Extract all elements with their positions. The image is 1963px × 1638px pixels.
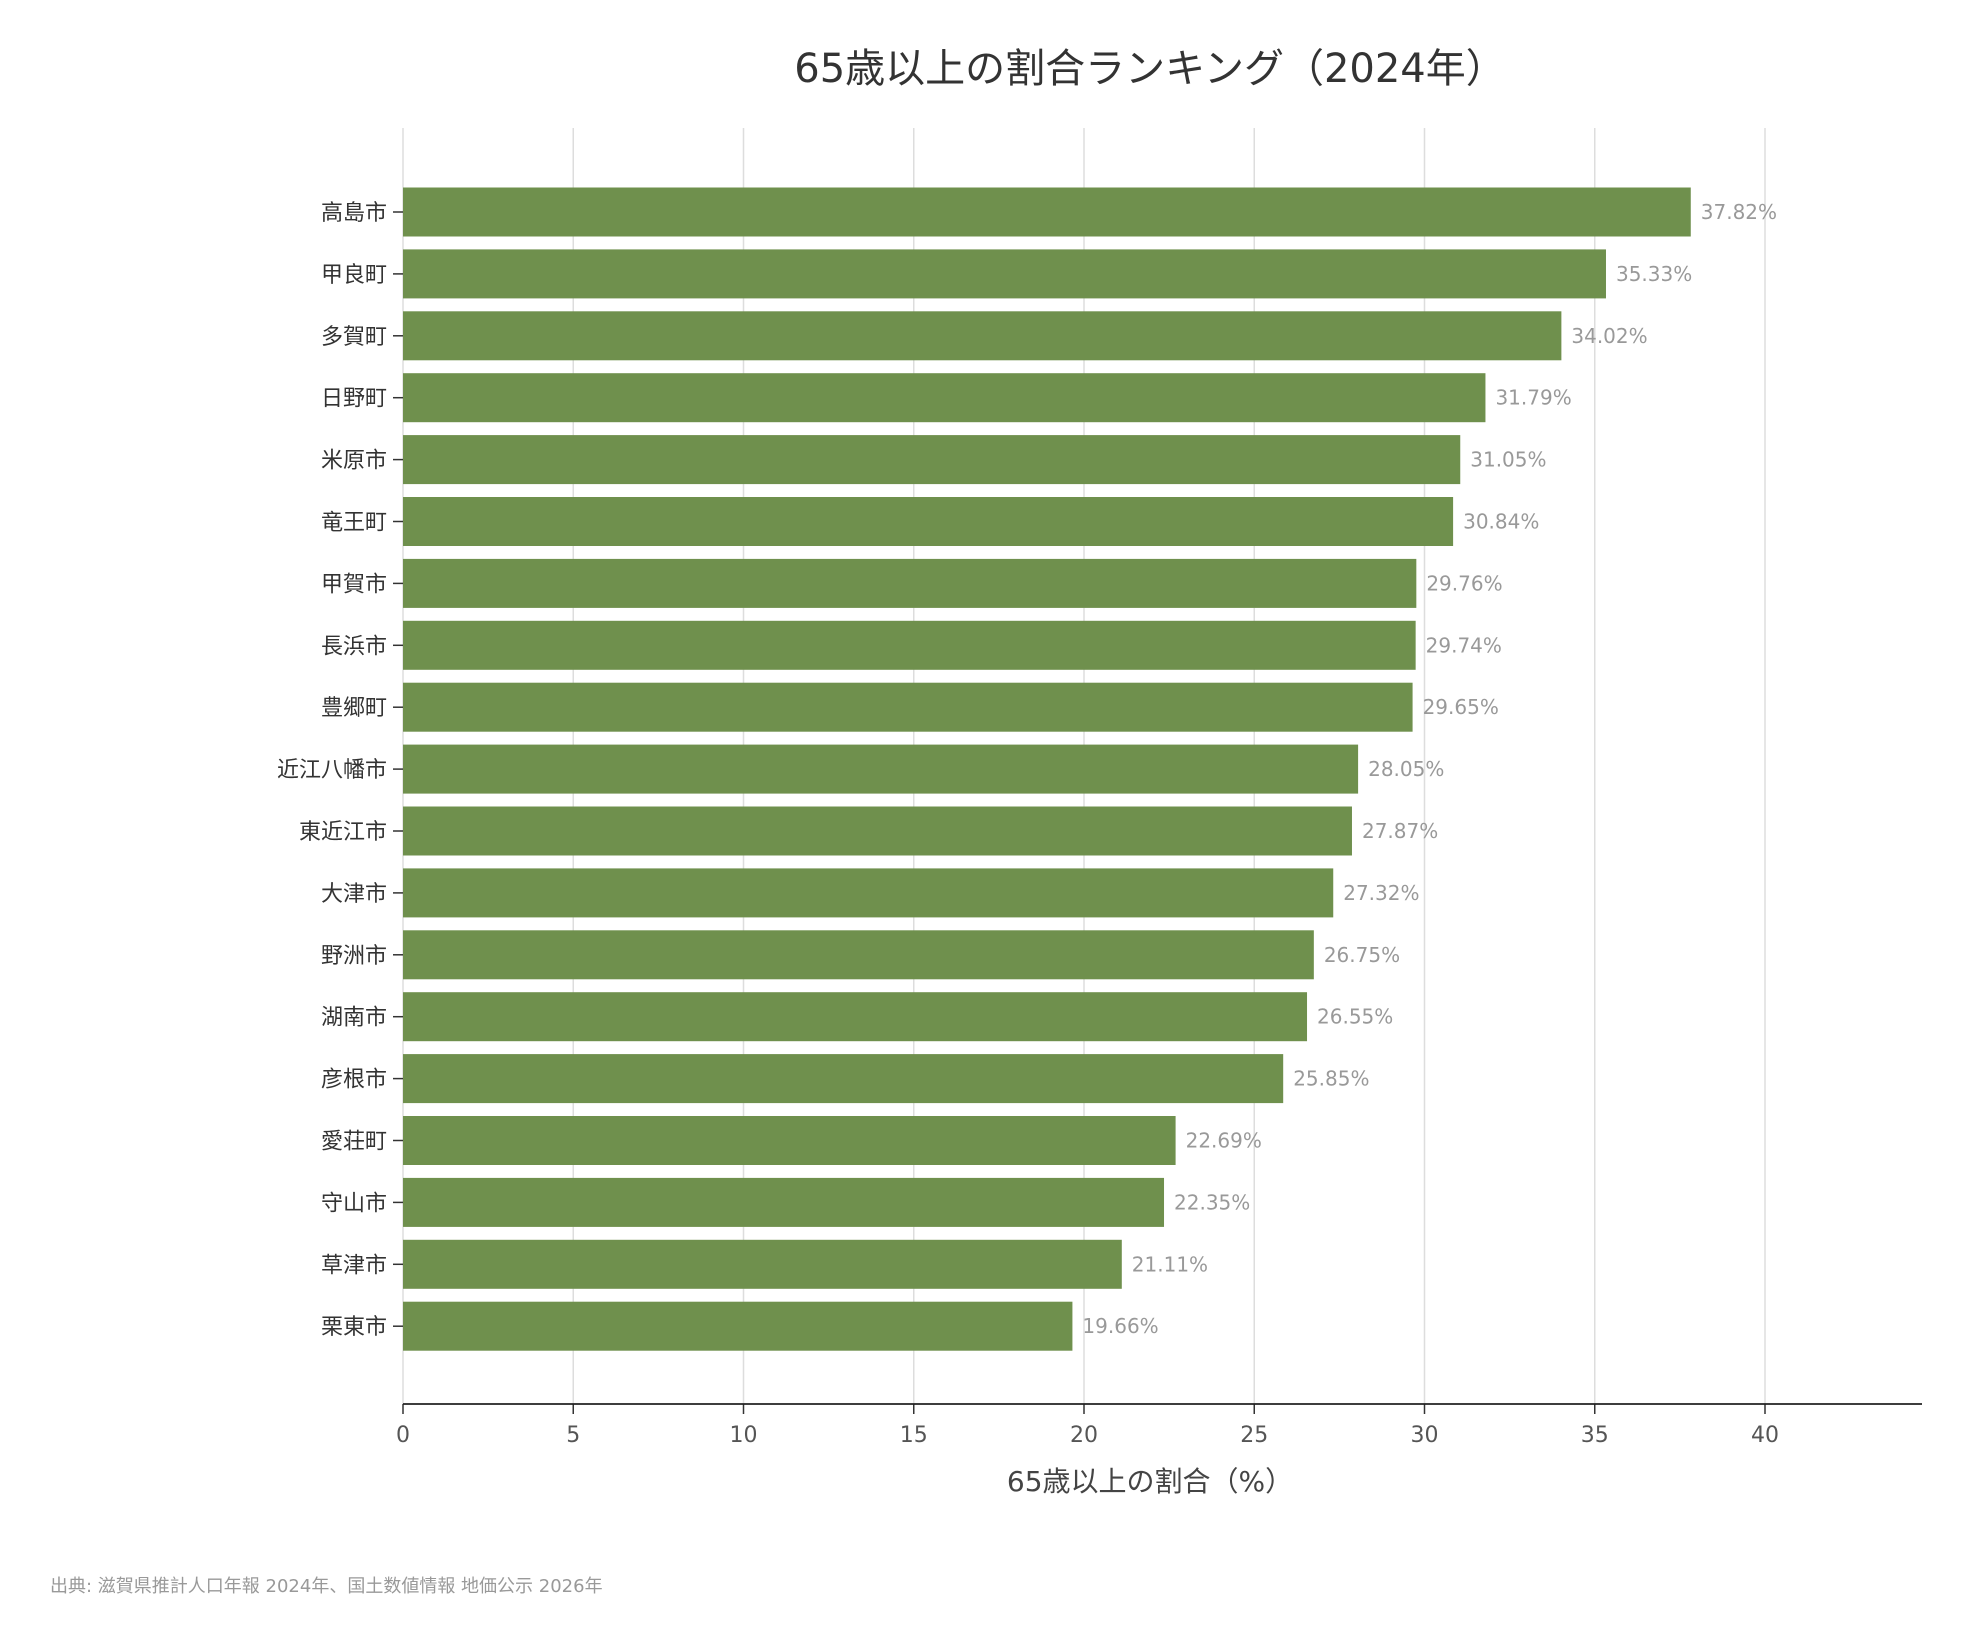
bar [403, 992, 1308, 1042]
x-tick-label: 30 [1411, 1423, 1439, 1448]
category-label: 竜王町 [321, 511, 387, 536]
category-label: 大津市 [321, 882, 387, 907]
value-label: 35.33% [1616, 262, 1692, 286]
category-label: 湖南市 [321, 1006, 387, 1031]
x-tick-label: 35 [1581, 1423, 1609, 1448]
x-axis-label: 65歳以上の割合（%） [1007, 1465, 1293, 1498]
value-label: 29.76% [1426, 571, 1502, 595]
bar [403, 744, 1359, 794]
category-label: 豊郷町 [321, 696, 387, 721]
x-tick-label: 20 [1070, 1423, 1098, 1448]
category-label: 多賀町 [321, 325, 387, 350]
source-note: 出典: 滋賀県推計人口年報 2024年、国土数値情報 地価公示 2026年 [50, 1576, 603, 1597]
labels: 高島市 37.82% 甲良町 35.33% 多賀町 34.02% 日野町 31.79% 米原市 3… [277, 200, 1777, 1340]
bar [403, 311, 1562, 361]
category-label: 高島市 [321, 201, 387, 226]
value-label: 29.74% [1426, 633, 1502, 657]
value-label: 19.66% [1082, 1314, 1158, 1338]
category-label: 甲賀市 [321, 572, 387, 597]
bar [403, 620, 1416, 670]
bars [403, 187, 1691, 1351]
value-label: 22.35% [1174, 1190, 1250, 1214]
category-label: 長浜市 [321, 634, 387, 659]
value-label: 34.02% [1571, 324, 1647, 348]
bar [403, 930, 1314, 980]
value-label: 26.55% [1317, 1005, 1393, 1029]
bar [403, 558, 1417, 608]
bar [403, 1116, 1176, 1165]
category-label: 米原市 [321, 449, 387, 474]
x-tick-label: 5 [566, 1423, 580, 1448]
value-label: 31.05% [1470, 448, 1546, 472]
x-tick-label: 40 [1751, 1423, 1779, 1448]
category-label: 東近江市 [299, 820, 387, 845]
category-label: 草津市 [321, 1253, 387, 1278]
bar [403, 1239, 1122, 1289]
value-label: 27.32% [1343, 881, 1419, 905]
value-label: 29.65% [1423, 695, 1499, 719]
category-label: 野洲市 [321, 944, 387, 969]
bar [403, 497, 1454, 546]
x-tick-label: 15 [900, 1423, 928, 1448]
bar [403, 435, 1461, 485]
bar [403, 373, 1486, 423]
bar [403, 806, 1352, 856]
category-label: 守山市 [321, 1191, 387, 1216]
bar [403, 868, 1334, 918]
value-label: 25.85% [1293, 1067, 1369, 1091]
value-label: 28.05% [1368, 757, 1444, 781]
value-label: 21.11% [1132, 1252, 1208, 1276]
category-label: 栗東市 [321, 1315, 387, 1340]
value-label: 30.84% [1463, 510, 1539, 534]
bar [403, 1301, 1073, 1351]
x-axis: 0 5 10 15 20 25 30 35 40 [396, 1403, 1922, 1448]
chart-title: 65歳以上の割合ランキング（2024年） [794, 46, 1506, 92]
bar [403, 187, 1691, 237]
bar [403, 1054, 1284, 1104]
value-label: 31.79% [1495, 386, 1571, 410]
value-label: 37.82% [1701, 200, 1777, 224]
category-label: 彦根市 [321, 1068, 387, 1093]
bar [403, 682, 1413, 732]
value-label: 22.69% [1186, 1129, 1262, 1153]
category-label: 日野町 [321, 387, 387, 412]
x-tick-label: 10 [730, 1423, 758, 1448]
x-tick-label: 0 [396, 1423, 410, 1448]
x-tick-label: 25 [1240, 1423, 1268, 1448]
category-label: 甲良町 [321, 263, 387, 288]
bar [403, 249, 1606, 299]
category-label: 近江八幡市 [277, 758, 387, 783]
bar [403, 1177, 1165, 1227]
category-label: 愛荘町 [321, 1130, 387, 1155]
value-label: 27.87% [1362, 819, 1438, 843]
value-label: 26.75% [1324, 943, 1400, 967]
